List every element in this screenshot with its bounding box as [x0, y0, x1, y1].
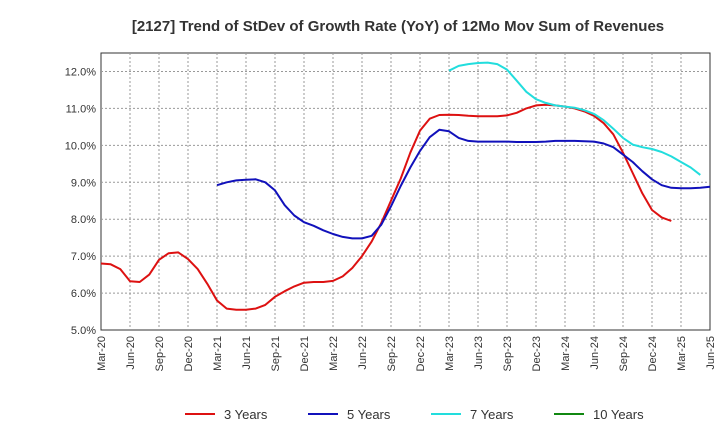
- y-tick-label: 5.0%: [71, 325, 96, 337]
- x-tick-label: Mar-22: [328, 336, 340, 371]
- y-tick-label: 12.0%: [65, 66, 96, 78]
- x-tick-label: Jun-20: [125, 336, 137, 370]
- x-tick-label: Sep-23: [502, 336, 514, 371]
- x-tick-label: Sep-22: [386, 336, 398, 371]
- legend-label: 5 Years: [347, 407, 391, 422]
- plot-frame: [100, 52, 711, 331]
- series-lines: [100, 61, 711, 311]
- x-tick-label: Dec-20: [183, 336, 195, 371]
- x-tick-label: Mar-20: [96, 336, 108, 371]
- y-tick-label: 7.0%: [71, 251, 96, 263]
- series-line-5-years: [216, 128, 711, 240]
- y-tick-label: 8.0%: [71, 214, 96, 226]
- x-tick-label: Dec-23: [531, 336, 543, 371]
- x-tick-label: Dec-22: [415, 336, 427, 371]
- x-tick-label: Sep-20: [154, 336, 166, 371]
- x-tick-label: Dec-24: [647, 336, 659, 371]
- y-tick-label: 11.0%: [66, 103, 97, 115]
- legend-label: 10 Years: [593, 407, 644, 422]
- legend-label: 3 Years: [224, 407, 268, 422]
- legend: 3 Years 5 Years 7 Years 10 Years: [185, 407, 644, 422]
- series-line-7-years: [448, 61, 701, 176]
- grid: [100, 52, 711, 331]
- legend-label: 7 Years: [470, 407, 514, 422]
- x-tick-label: Mar-25: [676, 336, 688, 371]
- x-tick-label: Sep-21: [270, 336, 282, 371]
- y-tick-label: 10.0%: [65, 140, 96, 152]
- axes: Mar-20 Jun-20 Sep-20 Dec-20 Mar-21 Jun-21 Sep-…: [65, 66, 717, 371]
- x-tick-label: Mar-23: [444, 336, 456, 371]
- x-tick-label: Jun-21: [241, 336, 253, 370]
- x-tick-label: Jun-23: [473, 336, 485, 370]
- x-tick-label: Mar-21: [212, 336, 224, 371]
- x-tick-label: Jun-25: [705, 336, 717, 370]
- y-tick-label: 9.0%: [71, 177, 96, 189]
- x-tick-label: Sep-24: [618, 336, 630, 371]
- chart-title: [2127] Trend of StDev of Growth Rate (Yo…: [132, 18, 664, 35]
- x-tick-label: Jun-22: [357, 336, 369, 370]
- x-tick-label: Jun-24: [589, 336, 601, 370]
- x-tick-label: Dec-21: [299, 336, 311, 371]
- y-tick-label: 6.0%: [71, 288, 96, 300]
- x-tick-label: Mar-24: [560, 336, 572, 371]
